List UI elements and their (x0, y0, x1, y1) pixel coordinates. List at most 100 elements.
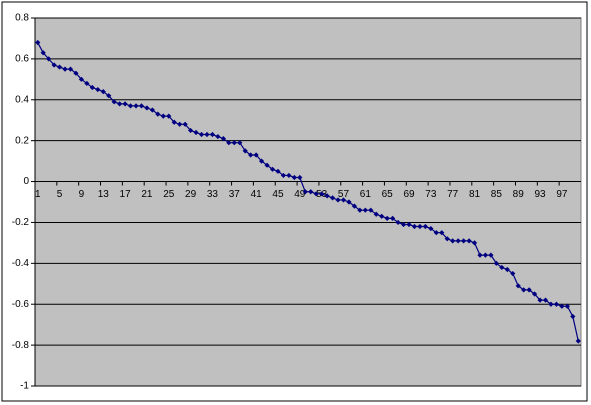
data-point (428, 225, 434, 232)
data-point (106, 93, 112, 99)
data-point (188, 127, 194, 134)
data-point (122, 101, 128, 107)
y-tick-label: 0.6 (15, 54, 29, 65)
data-point (384, 215, 390, 221)
data-point (215, 133, 221, 140)
data-point (570, 313, 576, 320)
data-point (111, 99, 117, 105)
y-tick-label: 0.4 (15, 94, 29, 105)
x-tick-label: 1 (35, 189, 41, 200)
x-tick-label: 49 (294, 189, 306, 200)
data-point (477, 252, 483, 258)
data-point (313, 191, 319, 197)
data-point (242, 148, 248, 154)
data-point (521, 287, 527, 293)
data-point (471, 240, 478, 246)
y-tick-label: 0.2 (15, 135, 29, 146)
data-point (95, 86, 101, 93)
data-point (531, 291, 538, 297)
data-point (248, 152, 254, 158)
data-point (73, 70, 79, 76)
x-tick-label: 97 (556, 189, 568, 200)
y-tick-label: -0.6 (12, 299, 30, 310)
data-point (488, 252, 494, 258)
data-point (493, 260, 499, 266)
data-point (193, 129, 199, 136)
x-tick-label: 93 (534, 189, 546, 200)
data-point (548, 301, 554, 307)
data-point (138, 103, 145, 109)
data-point (400, 221, 407, 228)
data-point (62, 66, 68, 72)
data-point (182, 121, 188, 127)
x-tick-label: 73 (425, 189, 437, 200)
data-point (439, 230, 445, 236)
x-tick-label: 9 (79, 189, 85, 200)
x-tick-label: 21 (141, 189, 153, 200)
data-point (84, 80, 90, 87)
data-point (433, 230, 439, 236)
data-point (575, 338, 581, 344)
data-point (351, 203, 358, 209)
data-point (35, 39, 41, 46)
data-point (542, 297, 549, 303)
data-point (160, 113, 166, 119)
data-point (149, 107, 155, 113)
data-point (319, 191, 325, 197)
data-point (100, 89, 106, 95)
y-tick-label: -0.4 (12, 258, 30, 269)
x-tick-label: 69 (403, 189, 415, 200)
x-tick-label: 13 (98, 189, 110, 200)
data-point (559, 303, 565, 309)
data-point (510, 270, 516, 277)
data-point (515, 283, 521, 289)
data-point (482, 252, 489, 258)
x-tick-label: 77 (447, 189, 459, 200)
data-point (67, 66, 74, 72)
data-point (275, 168, 281, 174)
data-point (280, 172, 287, 179)
x-tick-label: 89 (513, 189, 525, 200)
x-tick-label: 45 (272, 189, 284, 200)
data-point (537, 297, 543, 303)
data-point (291, 174, 297, 181)
data-point (78, 76, 85, 82)
data-point (237, 140, 243, 146)
data-point (171, 119, 177, 125)
data-point (89, 84, 95, 91)
data-point (56, 64, 63, 70)
data-line (37, 42, 579, 342)
data-point (133, 103, 139, 109)
plot-area (34, 17, 582, 387)
x-tick-label: 29 (185, 189, 197, 200)
data-point (253, 152, 259, 158)
x-tick-label: 41 (251, 189, 263, 200)
data-point (461, 238, 467, 244)
data-point (411, 223, 418, 230)
data-point (450, 238, 456, 244)
data-point (144, 105, 150, 111)
y-tick-label: -0.8 (12, 340, 30, 351)
x-tick-label: 81 (469, 189, 481, 200)
data-point (117, 101, 123, 107)
data-point (226, 140, 232, 146)
data-point (564, 303, 570, 309)
x-tick-label: 37 (229, 189, 241, 200)
data-point (166, 113, 172, 119)
x-tick-label: 85 (491, 189, 503, 200)
y-tick-label: -1 (20, 381, 29, 392)
data-point (395, 219, 401, 226)
data-point (324, 193, 330, 199)
data-point (368, 207, 374, 213)
y-tick-label: 0 (23, 176, 29, 187)
data-point (455, 238, 461, 244)
data-point (379, 213, 385, 219)
data-point (329, 195, 336, 201)
data-point (198, 131, 205, 138)
data-point (340, 197, 347, 203)
data-point (406, 221, 412, 228)
y-tick-label: -0.2 (12, 217, 30, 228)
data-point (258, 158, 265, 164)
data-point (335, 197, 341, 203)
data-point (40, 50, 46, 56)
